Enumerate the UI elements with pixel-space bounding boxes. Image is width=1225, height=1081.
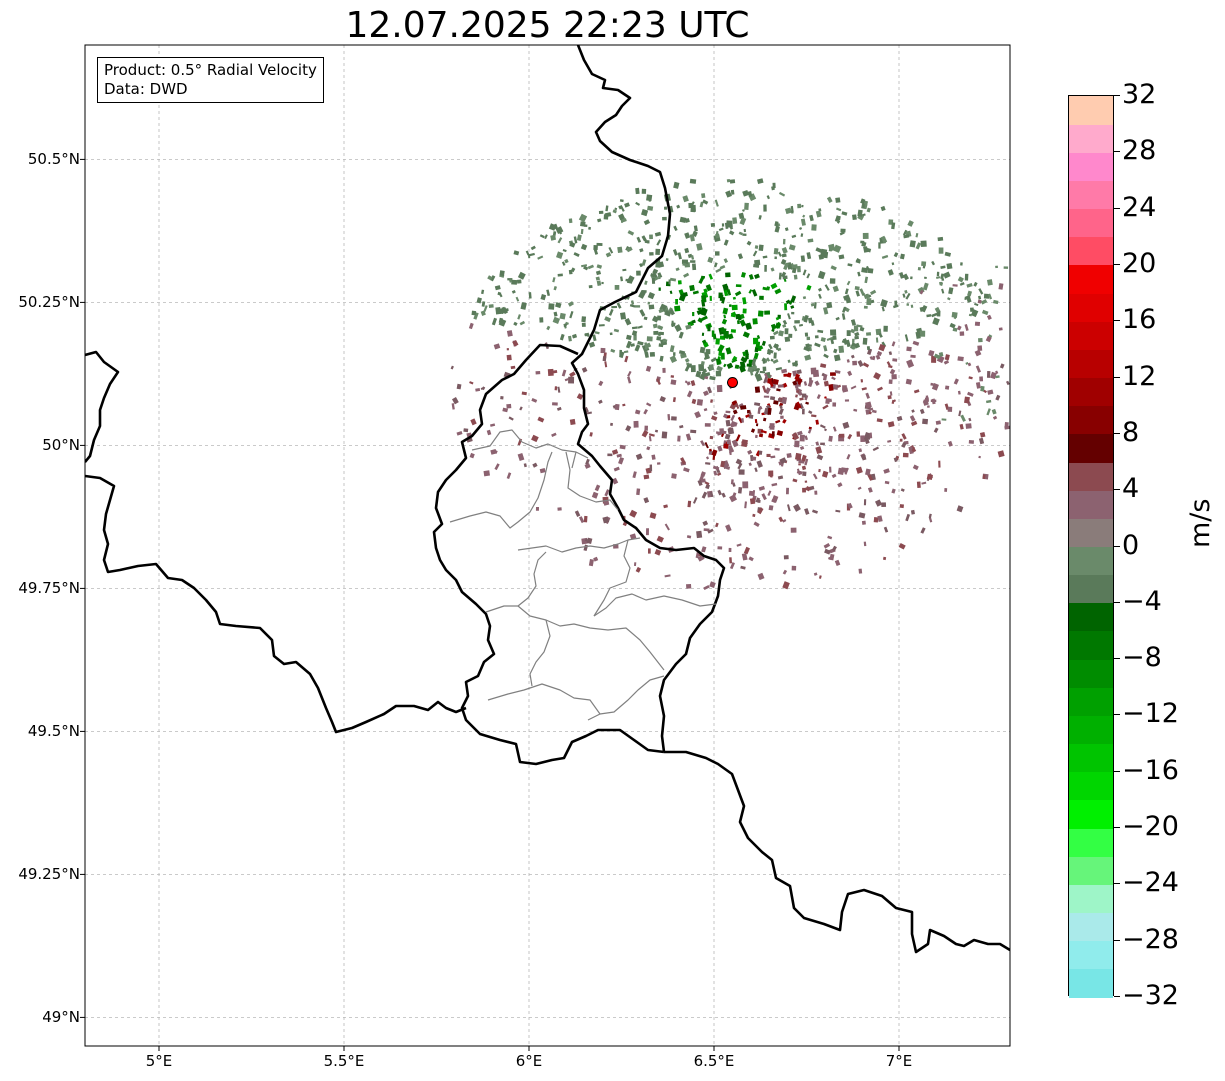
colorbar-tick-label: −8	[1122, 642, 1162, 674]
colorbar-segment	[1069, 546, 1113, 576]
colorbar-segment	[1069, 236, 1113, 266]
colorbar-segment	[1069, 96, 1113, 125]
colorbar-tick	[1114, 432, 1120, 434]
colorbar-tick-label: −24	[1122, 867, 1179, 899]
colorbar-segment	[1069, 659, 1113, 688]
colorbar-segment	[1069, 518, 1113, 547]
colorbar-tick-label: 16	[1122, 304, 1157, 336]
lat-label: 50.5°N	[27, 150, 80, 169]
colorbar-tick-label: 32	[1122, 79, 1157, 110]
colorbar-tick-label: 8	[1122, 416, 1140, 448]
lon-label: 5.5°E	[323, 1052, 365, 1070]
colorbar-tick-label: −12	[1122, 698, 1179, 730]
map-frame	[84, 44, 1011, 1047]
colorbar-segment	[1069, 321, 1113, 350]
colorbar-segment	[1069, 208, 1113, 238]
colorbar-tick	[1114, 883, 1120, 885]
radar-site-marker	[727, 376, 738, 388]
colorbar-tick-label: 0	[1122, 529, 1140, 561]
colorbar-tick	[1114, 714, 1120, 716]
colorbar-tick	[1114, 95, 1120, 96]
colorbar-tick	[1114, 770, 1120, 772]
lon-label: 5°E	[145, 1052, 173, 1070]
colorbar-segment	[1069, 743, 1113, 773]
colorbar-segment	[1069, 574, 1113, 604]
lon-label: 6°E	[515, 1052, 543, 1070]
colorbar-segment	[1069, 124, 1113, 153]
colorbar-segment	[1069, 405, 1113, 435]
colorbar-segment	[1069, 349, 1113, 379]
lon-label: 6.5°E	[693, 1052, 735, 1070]
axis-ticks	[80, 158, 900, 1051]
colorbar-tick	[1114, 207, 1120, 209]
colorbar-segment	[1069, 293, 1113, 322]
colorbar-tick	[1114, 545, 1120, 547]
colorbar-segment	[1069, 912, 1113, 942]
colorbar-tick-label: −4	[1122, 585, 1162, 617]
colorbar-tick-label: 12	[1122, 360, 1157, 392]
colorbar-segment	[1069, 940, 1113, 970]
border-belgium-france	[85, 474, 467, 734]
colorbar-segment	[1069, 630, 1113, 660]
colorbar-tick	[1114, 939, 1120, 941]
lat-label: 50.25°N	[18, 293, 80, 312]
border-belgium-west-edge	[85, 350, 120, 463]
radar-echoes	[450, 178, 1010, 591]
colorbar-tick	[1114, 601, 1120, 603]
colorbar-tick	[1114, 658, 1120, 660]
colorbar-unit-label: m/s	[1185, 498, 1216, 548]
colorbar-tick	[1114, 489, 1120, 491]
lat-label: 49°N	[42, 1008, 80, 1027]
colorbar-segment	[1069, 715, 1113, 745]
colorbar-tick	[1114, 263, 1120, 265]
colorbar-tick-label: −16	[1122, 754, 1179, 786]
colorbar-tick-label: −20	[1122, 811, 1179, 843]
lat-label: 49.5°N	[27, 722, 80, 741]
velocity-colorbar	[1068, 95, 1114, 998]
colorbar-segment	[1069, 828, 1113, 857]
colorbar-segment	[1069, 602, 1113, 632]
colorbar-tick-label: 4	[1122, 473, 1140, 505]
product-text: Product: 0.5° Radial Velocity	[104, 61, 317, 79]
border-france-germany	[664, 750, 1010, 954]
colorbar-segment	[1069, 856, 1113, 885]
colorbar-segment	[1069, 687, 1113, 716]
colorbar-segment	[1069, 968, 1113, 998]
colorbar-tick	[1114, 151, 1120, 153]
colorbar-segment	[1069, 433, 1113, 463]
colorbar-tick	[1114, 996, 1120, 997]
colorbar-tick	[1114, 827, 1120, 829]
colorbar-segment	[1069, 462, 1113, 491]
colorbar-tick-label: 20	[1122, 247, 1157, 279]
district-boundaries	[449, 429, 717, 721]
lat-label: 50°N	[42, 436, 80, 455]
colorbar-segment	[1069, 771, 1113, 801]
colorbar-segment	[1069, 490, 1113, 519]
colorbar-segment	[1069, 884, 1113, 914]
lat-label: 49.75°N	[18, 579, 80, 598]
colorbar-segment	[1069, 180, 1113, 210]
country-borders	[85, 45, 1010, 954]
colorbar-tick-label: −28	[1122, 923, 1179, 955]
lat-label: 49.25°N	[18, 865, 80, 884]
map-gridlines	[85, 45, 1010, 1046]
colorbar-segment	[1069, 264, 1113, 294]
colorbar-tick	[1114, 320, 1120, 322]
lon-label: 7°E	[885, 1052, 913, 1070]
data-source-text: Data: DWD	[104, 80, 188, 98]
colorbar-segment	[1069, 152, 1113, 181]
colorbar-tick-label: 24	[1122, 191, 1157, 223]
colorbar-tick	[1114, 376, 1120, 378]
map-title: 12.07.2025 22:23 UTC	[345, 5, 750, 46]
product-info-box: Product: 0.5° Radial Velocity Data: DWD	[97, 57, 324, 103]
colorbar-segment	[1069, 377, 1113, 407]
border-luxembourg-west	[432, 343, 665, 766]
border-luxembourg-belgium-germany	[570, 45, 726, 753]
colorbar-segment	[1069, 799, 1113, 829]
colorbar-tick-label: 28	[1122, 135, 1157, 167]
colorbar-tick-label: −32	[1122, 980, 1179, 1011]
